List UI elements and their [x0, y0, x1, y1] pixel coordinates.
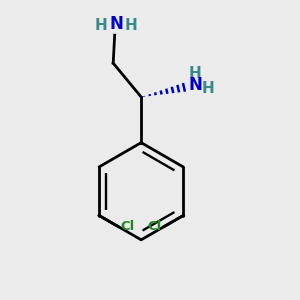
Text: H: H — [202, 81, 215, 96]
Text: Cl: Cl — [121, 220, 135, 233]
Text: Cl: Cl — [148, 220, 162, 233]
Text: H: H — [95, 18, 108, 33]
Text: H: H — [188, 66, 201, 81]
Text: H: H — [124, 18, 137, 33]
Text: N: N — [188, 76, 202, 94]
Text: N: N — [109, 15, 123, 33]
